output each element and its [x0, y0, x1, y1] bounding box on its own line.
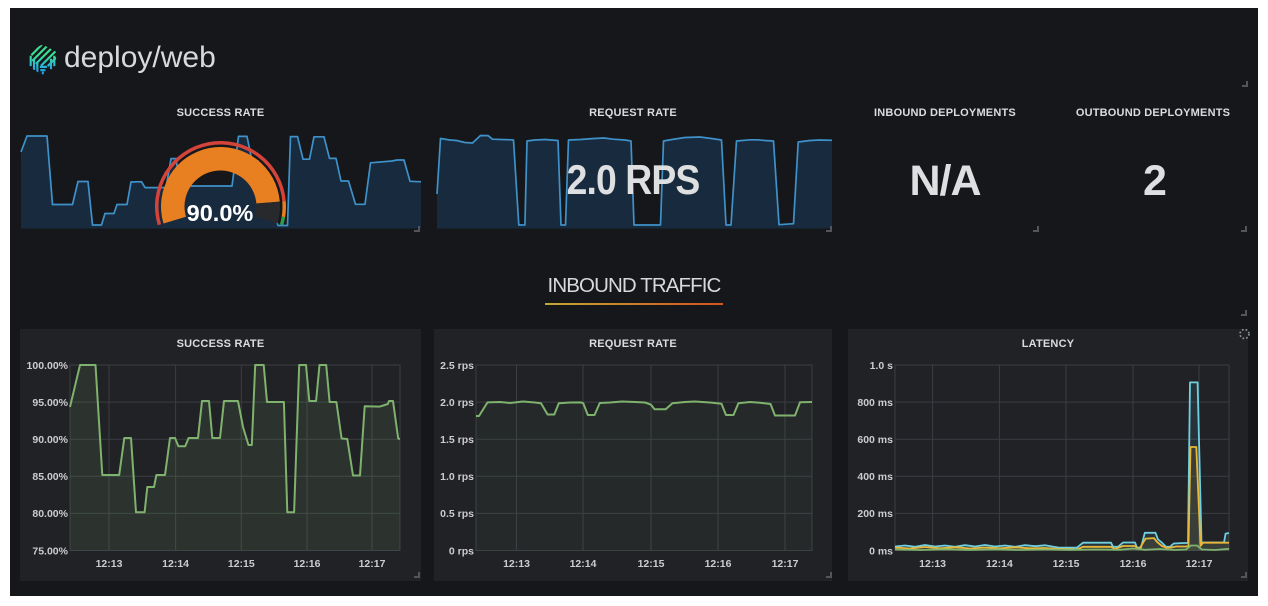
svg-text:12:17: 12:17	[772, 558, 799, 570]
svg-text:95.00%: 95.00%	[32, 397, 68, 409]
svg-text:12:15: 12:15	[638, 558, 665, 570]
svg-text:12:17: 12:17	[1186, 558, 1213, 570]
svg-text:0 rps: 0 rps	[449, 545, 474, 557]
svg-text:85.00%: 85.00%	[32, 471, 68, 483]
svg-text:0.5 rps: 0.5 rps	[440, 508, 474, 520]
svg-text:12:15: 12:15	[228, 558, 255, 570]
svg-text:200 ms: 200 ms	[857, 508, 893, 520]
svg-text:12:14: 12:14	[986, 558, 1013, 570]
svg-text:90.00%: 90.00%	[32, 434, 68, 446]
svg-text:80.00%: 80.00%	[32, 508, 68, 520]
svg-text:12:13: 12:13	[503, 558, 530, 570]
svg-text:1.5 rps: 1.5 rps	[440, 434, 474, 446]
svg-text:12:13: 12:13	[919, 558, 946, 570]
svg-text:12:14: 12:14	[162, 558, 189, 570]
svg-text:400 ms: 400 ms	[857, 471, 893, 483]
svg-text:1.0 rps: 1.0 rps	[440, 471, 474, 483]
svg-text:12:14: 12:14	[570, 558, 597, 570]
svg-text:12:13: 12:13	[96, 558, 123, 570]
svg-text:12:16: 12:16	[705, 558, 732, 570]
svg-text:100.00%: 100.00%	[27, 360, 69, 372]
svg-text:75.00%: 75.00%	[32, 545, 68, 557]
svg-text:2.0 rps: 2.0 rps	[440, 397, 474, 409]
svg-text:1.0 s: 1.0 s	[870, 360, 894, 372]
svg-text:2.5 rps: 2.5 rps	[440, 360, 474, 372]
svg-text:12:16: 12:16	[294, 558, 321, 570]
svg-text:0 ms: 0 ms	[869, 545, 893, 557]
svg-text:12:15: 12:15	[1053, 558, 1080, 570]
svg-text:600 ms: 600 ms	[857, 434, 893, 446]
svg-text:12:16: 12:16	[1120, 558, 1147, 570]
svg-text:12:17: 12:17	[359, 558, 386, 570]
svg-text:800 ms: 800 ms	[857, 397, 893, 409]
